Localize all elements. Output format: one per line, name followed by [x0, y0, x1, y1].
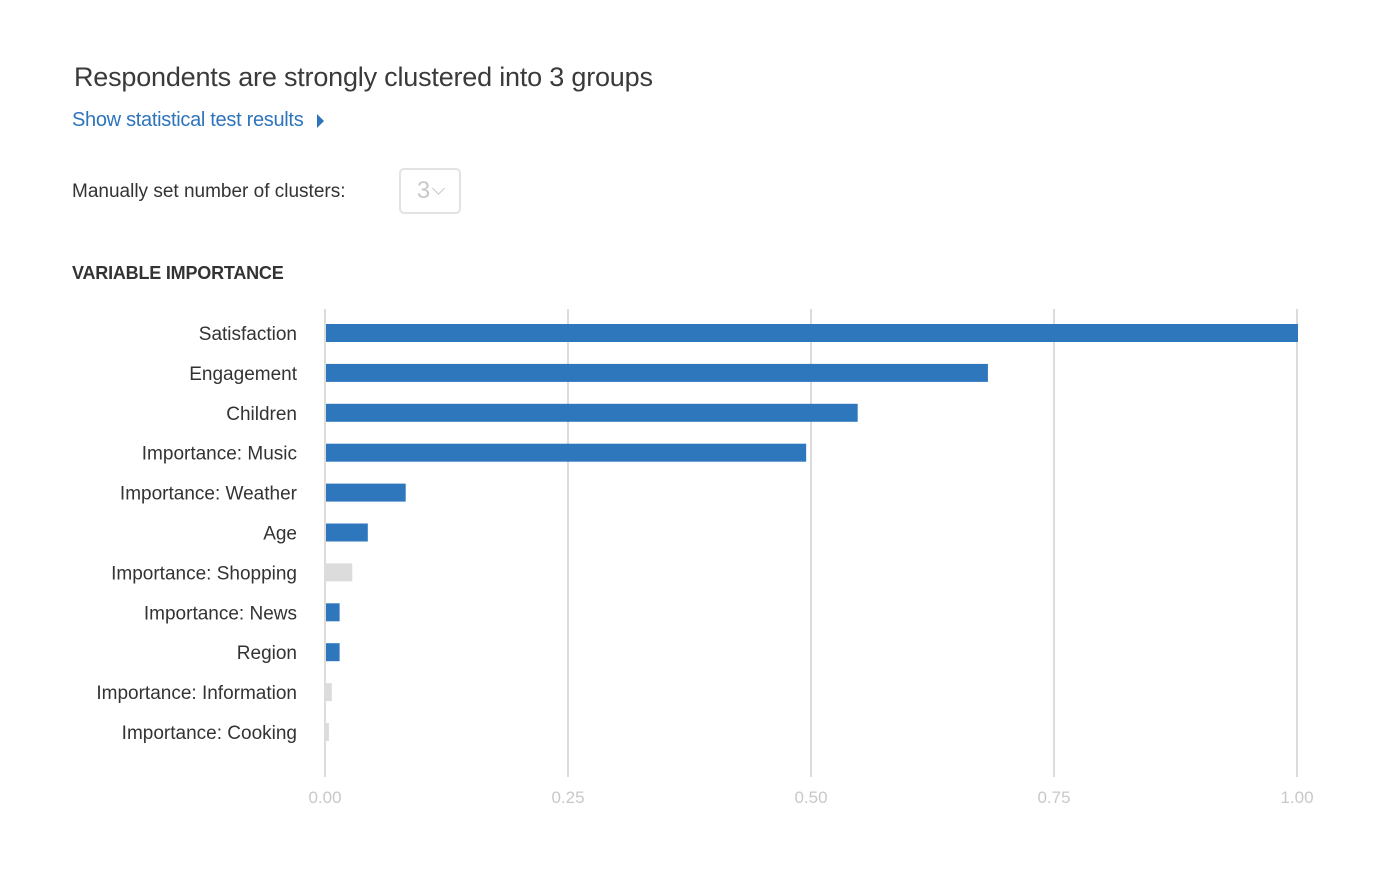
category-label: Importance: Shopping	[111, 563, 297, 584]
importance-bar[interactable]	[326, 523, 368, 542]
importance-bar[interactable]	[326, 443, 807, 462]
category-label: Children	[226, 404, 297, 425]
show-results-label: Show statistical test results	[72, 109, 304, 131]
x-tick-label: 0.50	[794, 788, 827, 807]
page-title: Respondents are strongly clustered into …	[74, 62, 653, 92]
x-tick-label: 1.00	[1280, 788, 1313, 807]
category-label: Region	[237, 643, 297, 664]
importance-bar[interactable]	[326, 563, 353, 582]
category-label: Importance: Information	[96, 683, 297, 704]
category-label: Satisfaction	[199, 324, 297, 345]
show-statistical-results-link[interactable]: Show statistical test results	[72, 109, 325, 132]
x-tick-label: 0.25	[551, 788, 584, 807]
x-tick-label: 0.75	[1037, 788, 1070, 807]
cluster-count-value: 3	[416, 177, 431, 204]
category-label: Importance: Weather	[120, 484, 298, 505]
cluster-count-label: Manually set number of clusters:	[72, 181, 346, 202]
category-label: Importance: News	[144, 603, 297, 624]
importance-bar[interactable]	[326, 363, 988, 382]
importance-bar[interactable]	[326, 683, 332, 702]
importance-bar[interactable]	[326, 603, 340, 622]
category-label: Importance: Music	[142, 444, 297, 465]
category-label: Engagement	[189, 364, 297, 385]
x-tick-label: 0.00	[308, 788, 341, 807]
caret-right-icon	[317, 113, 325, 128]
importance-bar[interactable]	[326, 723, 329, 741]
variable-importance-heading: VARIABLE IMPORTANCE	[72, 263, 284, 283]
category-label: Importance: Cooking	[122, 723, 297, 744]
importance-bar[interactable]	[326, 643, 340, 662]
importance-bar[interactable]	[326, 324, 1298, 342]
category-label: Age	[263, 524, 297, 545]
importance-bar[interactable]	[326, 403, 858, 422]
importance-bar[interactable]	[326, 483, 406, 502]
cluster-count-select[interactable]: 3	[399, 168, 461, 214]
